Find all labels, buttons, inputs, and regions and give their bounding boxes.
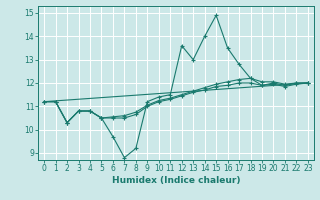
X-axis label: Humidex (Indice chaleur): Humidex (Indice chaleur) [112, 176, 240, 185]
